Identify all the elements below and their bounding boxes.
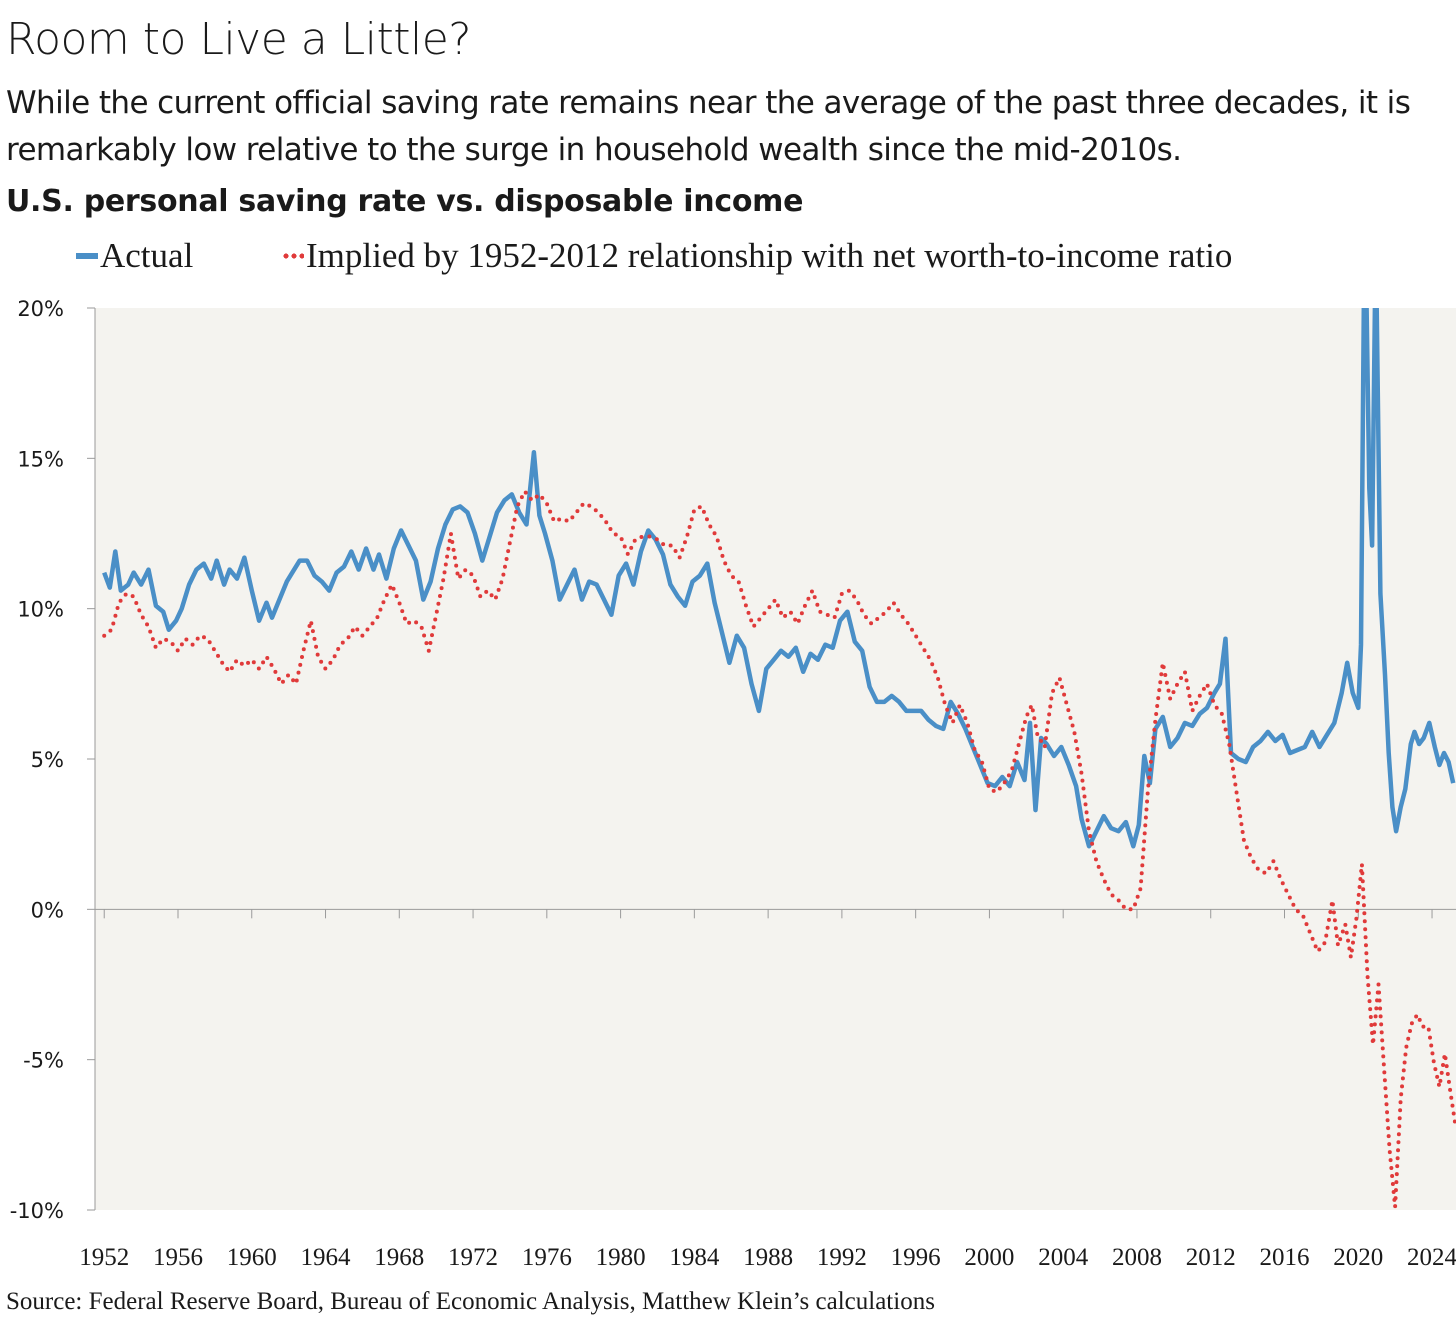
x-tick-label: 1992: [817, 1244, 867, 1271]
x-tick-label: 1984: [669, 1244, 720, 1271]
x-tick-label: 1964: [301, 1244, 352, 1271]
x-tick-label: 2008: [1112, 1244, 1162, 1271]
y-tick-label: 20%: [17, 297, 64, 321]
page-title: Room to Live a Little?: [6, 14, 472, 65]
y-tick-label: 15%: [17, 447, 64, 471]
legend-item-actual: Actual: [76, 236, 193, 276]
legend-item-implied: Implied by 1952-2012 relationship with n…: [282, 236, 1232, 276]
x-tick-label: 2024: [1407, 1244, 1456, 1271]
x-tick-label: 1968: [374, 1244, 424, 1271]
y-tick-label: 0%: [31, 898, 64, 922]
y-tick-label: 5%: [31, 748, 64, 772]
x-tick-label: 1976: [522, 1244, 572, 1271]
saving-rate-line-chart: 20% 15% 10% 5% 0% -5% -10% 1952 1956 1960 1964 1968…: [10, 297, 1456, 1271]
x-tick-label: 2016: [1259, 1244, 1309, 1271]
page-subtitle: While the current official saving rate r…: [6, 85, 1411, 168]
series-line-actual: [102, 308, 1456, 849]
x-tick-label: 1996: [891, 1244, 941, 1271]
x-tick-label: 2000: [964, 1244, 1014, 1271]
x-tick-label: 2020: [1333, 1244, 1383, 1271]
legend-swatch-actual: [76, 253, 98, 259]
legend-label-implied: Implied by 1952-2012 relationship with n…: [306, 236, 1233, 275]
x-tick-label: 1960: [227, 1244, 277, 1271]
x-tick-label: 1972: [448, 1244, 498, 1271]
y-tick-label: 10%: [17, 598, 64, 622]
x-tick-label: 1956: [153, 1244, 203, 1271]
x-tick-label: 1952: [79, 1244, 129, 1271]
chart-title: U.S. personal saving rate vs. disposable…: [6, 184, 804, 219]
series-line-implied: [102, 489, 1456, 1209]
source-note: Source: Federal Reserve Board, Bureau of…: [6, 1288, 935, 1315]
plot-area: [95, 308, 1456, 1210]
legend-label-actual: Actual: [100, 236, 194, 275]
x-tick-label: 1980: [596, 1244, 646, 1271]
x-tick-label: 2012: [1186, 1244, 1236, 1271]
y-tick-label: -10%: [10, 1199, 64, 1223]
legend-swatch-implied: [282, 253, 304, 259]
x-tick-label: 2004: [1038, 1244, 1089, 1271]
x-tick-label: 1988: [743, 1244, 793, 1271]
y-tick-label: -5%: [23, 1049, 64, 1073]
